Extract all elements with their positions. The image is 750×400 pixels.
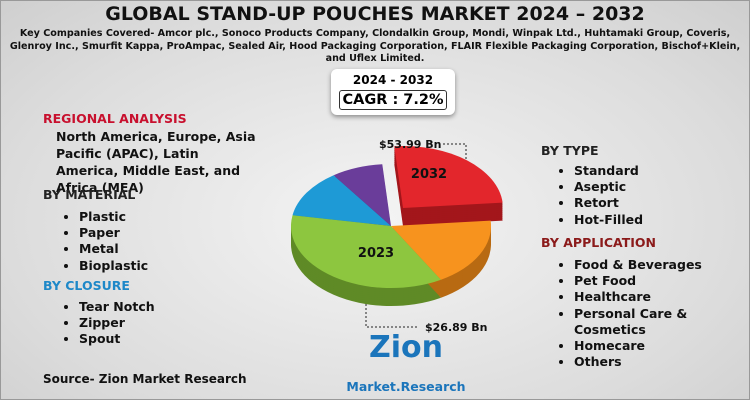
material-list: PlasticPaperMetalBioplastic: [59, 209, 148, 274]
pie-label: 2023: [358, 246, 394, 261]
list-item: Pet Food: [574, 273, 734, 289]
type-heading: BY TYPE: [541, 143, 599, 158]
value-2032: $53.99 Bn: [379, 138, 442, 151]
list-item: Others: [574, 354, 734, 370]
material-heading: BY MATERIAL: [43, 187, 136, 202]
closure-list: Tear NotchZipperSpout: [59, 299, 155, 348]
cagr-box: 2024 - 2032 CAGR : 7.2%: [331, 69, 455, 115]
list-item: Retort: [574, 195, 643, 211]
pie-label: 2032: [411, 167, 447, 182]
regional-text: North America, Europe, Asia Pacific (APA…: [56, 129, 256, 195]
list-item: Tear Notch: [79, 299, 155, 315]
pie-slice: [291, 215, 441, 288]
closure-heading: BY CLOSURE: [43, 278, 130, 293]
regional-heading: REGIONAL ANALYSIS: [43, 111, 187, 126]
list-item: Personal Care & Cosmetics: [574, 306, 734, 338]
list-item: Food & Beverages: [574, 257, 734, 273]
pie-slice: [394, 146, 503, 208]
list-item: Healthcare: [574, 289, 734, 305]
logo-name: Zion: [369, 330, 443, 365]
list-item: Standard: [574, 163, 643, 179]
list-item: Paper: [79, 225, 148, 241]
list-item: Plastic: [79, 209, 148, 225]
logo-tagline: Market.Research: [346, 379, 465, 394]
pie-slice: [333, 164, 391, 226]
cagr-period: 2024 - 2032: [352, 73, 434, 87]
cagr-value: CAGR : 7.2%: [339, 90, 447, 110]
pie-slice: [292, 175, 391, 226]
pie: 2032 2023: [291, 146, 503, 306]
list-item: Metal: [79, 241, 148, 257]
list-item: Aseptic: [574, 179, 643, 195]
type-list: StandardAsepticRetortHot-Filled: [554, 163, 643, 228]
list-item: Homecare: [574, 338, 734, 354]
application-list: Food & BeveragesPet FoodHealthcarePerson…: [554, 257, 734, 370]
value-2023: $26.89 Bn: [425, 321, 488, 334]
companies: Key Companies Covered- Amcor plc., Sonoc…: [9, 28, 741, 64]
application-heading: BY APPLICATION: [541, 235, 657, 250]
leader-2023: [365, 304, 419, 328]
title: GLOBAL STAND-UP POUCHES MARKET 2024 – 20…: [105, 3, 645, 25]
source: Source- Zion Market Research: [43, 372, 247, 386]
list-item: Hot-Filled: [574, 212, 643, 228]
list-item: Spout: [79, 331, 155, 347]
list-item: Zipper: [79, 315, 155, 331]
list-item: Bioplastic: [79, 258, 148, 274]
pie-slice: [391, 220, 491, 280]
